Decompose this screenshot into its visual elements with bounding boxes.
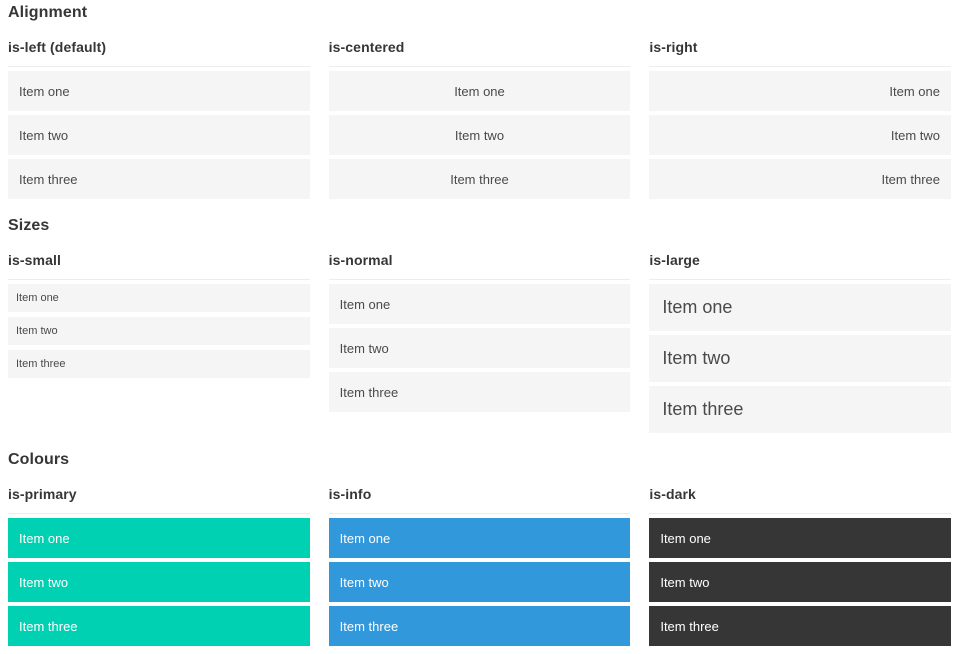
item-list: Item one Item two Item three — [8, 518, 310, 646]
list-item: Item three — [8, 350, 310, 378]
list-item: Item three — [8, 606, 310, 646]
colours-examples-row: is-primary Item one Item two Item three … — [8, 487, 951, 650]
list-item: Item one — [649, 71, 951, 111]
section-sizes: Sizes is-small Item one Item two Item th… — [8, 218, 951, 437]
list-item: Item one — [8, 71, 310, 111]
column-is-large: is-large Item one Item two Item three — [649, 253, 951, 437]
item-list: Item one Item two Item three — [328, 284, 631, 412]
column-is-dark: is-dark Item one Item two Item three — [649, 487, 951, 650]
section-heading: Colours — [8, 451, 70, 468]
column-is-info: is-info Item one Item two Item three — [328, 487, 631, 650]
item-list: Item one Item two Item three — [649, 284, 951, 433]
column-is-normal: is-normal Item one Item two Item three — [328, 253, 631, 416]
list-item: Item one — [8, 518, 310, 558]
section-alignment: Alignment is-left (default) Item one Ite… — [8, 5, 951, 203]
item-list: Item one Item two Item three — [8, 284, 310, 378]
list-item: Item three — [328, 372, 631, 412]
column-heading: is-small — [8, 253, 310, 280]
item-list: Item one Item two Item three — [328, 518, 631, 646]
column-is-left: is-left (default) Item one Item two Item… — [8, 40, 310, 203]
list-item: Item one — [649, 518, 951, 558]
list-item: Item two — [8, 317, 310, 345]
item-list: Item one Item two Item three — [8, 71, 310, 199]
list-item: Item three — [328, 159, 631, 199]
list-item: Item three — [328, 606, 631, 646]
column-heading: is-centered — [328, 40, 631, 67]
list-item: Item two — [328, 562, 631, 602]
column-heading: is-primary — [8, 487, 310, 514]
list-item: Item one — [328, 71, 631, 111]
list-item: Item three — [649, 159, 951, 199]
list-item: Item one — [8, 284, 310, 312]
column-heading: is-large — [649, 253, 951, 280]
column-heading: is-normal — [328, 253, 631, 280]
section-colours: Colours is-primary Item one Item two Ite… — [8, 452, 951, 650]
list-item: Item three — [649, 386, 951, 433]
list-item: Item three — [649, 606, 951, 646]
list-item: Item one — [328, 518, 631, 558]
list-item: Item three — [8, 159, 310, 199]
section-heading: Sizes — [8, 217, 50, 234]
alignment-examples-row: is-left (default) Item one Item two Item… — [8, 40, 951, 203]
list-item: Item two — [328, 328, 631, 368]
column-is-small: is-small Item one Item two Item three — [8, 253, 310, 383]
list-item: Item two — [649, 335, 951, 382]
column-heading: is-info — [328, 487, 631, 514]
item-list: Item one Item two Item three — [328, 71, 631, 199]
list-item: Item two — [8, 562, 310, 602]
list-item: Item one — [649, 284, 951, 331]
column-heading: is-right — [649, 40, 951, 67]
list-item: Item two — [649, 562, 951, 602]
section-heading: Alignment — [8, 4, 88, 21]
list-item: Item two — [8, 115, 310, 155]
column-heading: is-left (default) — [8, 40, 310, 67]
item-list: Item one Item two Item three — [649, 71, 951, 199]
column-is-right: is-right Item one Item two Item three — [649, 40, 951, 203]
item-list: Item one Item two Item three — [649, 518, 951, 646]
column-is-primary: is-primary Item one Item two Item three — [8, 487, 310, 650]
column-is-centered: is-centered Item one Item two Item three — [328, 40, 631, 203]
column-heading: is-dark — [649, 487, 951, 514]
list-item: Item two — [328, 115, 631, 155]
list-item: Item one — [328, 284, 631, 324]
list-item: Item two — [649, 115, 951, 155]
sizes-examples-row: is-small Item one Item two Item three is… — [8, 253, 951, 437]
